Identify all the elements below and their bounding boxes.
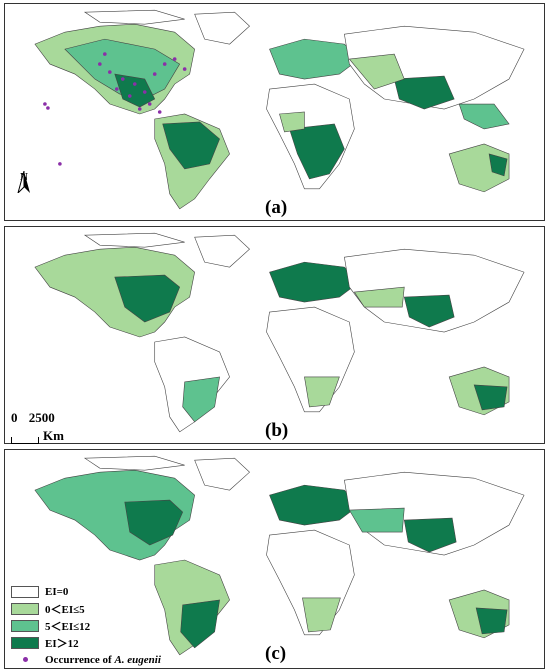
panel-label-b: (b): [265, 420, 289, 441]
legend-item: EI=0: [11, 583, 161, 600]
world-map-c: [34, 455, 525, 656]
scale-start: 0: [11, 410, 18, 425]
legend-label: 0＜EI≤5: [45, 603, 85, 616]
world-map-a: [34, 9, 525, 210]
occurrence-prefix: Occurrence of: [45, 653, 115, 666]
legend-occurrence-label: Occurrence of A. eugenii: [45, 654, 161, 666]
legend-item: 0＜EI≤5: [11, 600, 161, 617]
north-arrow: N: [17, 171, 31, 193]
legend-swatch-high: [11, 636, 39, 649]
legend-label: 5＜EI≤12: [45, 620, 91, 633]
panel-label-c: (c): [265, 643, 287, 664]
map-panel-b: 0 2500 Km (b): [4, 226, 545, 444]
legend-swatch-mid: [11, 619, 39, 632]
map-legend: EI=0 0＜EI≤5 5＜EI≤12 EI＞12 Occurrence of …: [11, 583, 161, 668]
world-map-b: [34, 232, 525, 433]
scale-end: 2500: [28, 410, 55, 425]
panel-label-a: (a): [265, 197, 288, 218]
legend-swatch-low: [11, 602, 39, 615]
legend-label: EI＞12: [45, 637, 79, 650]
legend-item-occurrence: Occurrence of A. eugenii: [11, 651, 161, 668]
scale-bar: 0 2500 Km: [11, 410, 64, 444]
greenland: [194, 11, 250, 45]
europe: [269, 38, 360, 80]
north-arrow-icon: [17, 171, 30, 193]
map-panel-c: EI=0 0＜EI≤5 5＜EI≤12 EI＞12 Occurrence of …: [4, 449, 545, 669]
occurrence-points: [43, 52, 187, 166]
legend-item: 5＜EI≤12: [11, 617, 161, 634]
legend-label: EI=0: [45, 585, 69, 598]
scale-bar-line: [11, 437, 39, 444]
legend-item: EI＞12: [11, 634, 161, 651]
occurrence-dot-icon: [23, 657, 28, 662]
map-panel-a: N (a): [4, 3, 545, 221]
legend-swatch-ei0: [11, 585, 39, 598]
occurrence-species: A. eugenii: [114, 653, 161, 666]
scale-unit: Km: [43, 428, 64, 443]
